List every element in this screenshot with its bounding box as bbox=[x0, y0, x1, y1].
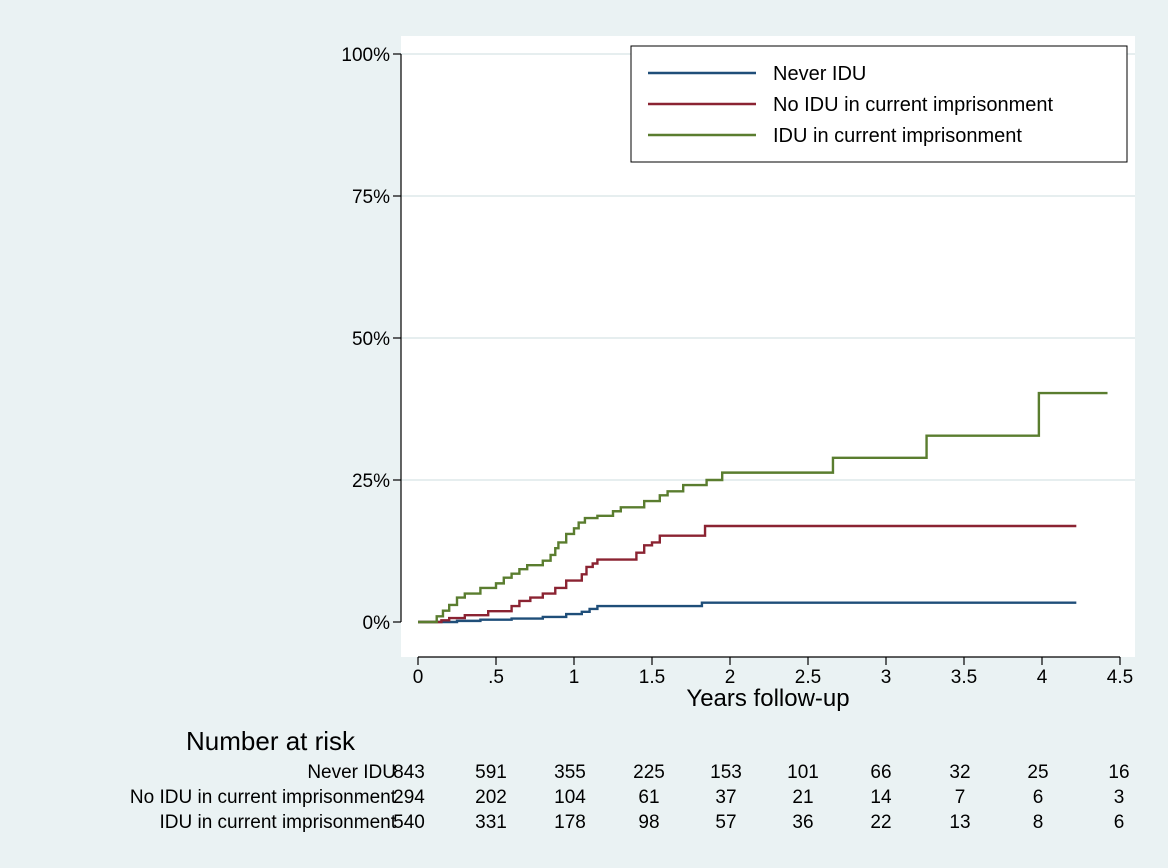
risk-value: 13 bbox=[949, 812, 970, 833]
axes: 0% 25% 50% 75% 100% 0 .5 1 1.5 2 2.5 3 3.5 4 4.5 bbox=[341, 45, 1133, 688]
risk-value: 202 bbox=[475, 787, 507, 808]
risk-value: 36 bbox=[792, 812, 813, 833]
risk-value: 22 bbox=[870, 812, 891, 833]
y-tick-label: 0% bbox=[363, 613, 391, 634]
risk-value: 57 bbox=[715, 812, 736, 833]
risk-value: 3 bbox=[1114, 787, 1125, 808]
y-tick-label: 50% bbox=[352, 329, 390, 350]
risk-value: 591 bbox=[475, 762, 507, 783]
series-group bbox=[418, 391, 1108, 624]
risk-value: 294 bbox=[393, 787, 425, 808]
risk-value: 331 bbox=[475, 812, 507, 833]
risk-value: 14 bbox=[870, 787, 892, 808]
risk-value: 98 bbox=[638, 812, 659, 833]
x-axis-label: Years follow-up bbox=[686, 685, 849, 712]
series-line-2 bbox=[418, 391, 1108, 624]
y-tick-label: 100% bbox=[341, 45, 390, 66]
risk-value: 101 bbox=[787, 762, 819, 783]
risk-value: 355 bbox=[554, 762, 586, 783]
risk-row-label-0: Never IDU bbox=[307, 762, 396, 783]
legend-label-1: No IDU in current imprisonment bbox=[773, 94, 1054, 116]
x-tick-label: 4.5 bbox=[1107, 667, 1133, 688]
risk-value: 104 bbox=[554, 787, 586, 808]
x-tick-label: 3.5 bbox=[951, 667, 977, 688]
legend: Never IDU No IDU in current imprisonment I… bbox=[630, 45, 1128, 163]
risk-value: 7 bbox=[955, 787, 966, 808]
y-tick-label: 25% bbox=[352, 471, 390, 492]
risk-value: 21 bbox=[792, 787, 813, 808]
risk-value: 225 bbox=[633, 762, 665, 783]
x-tick-label: 1.5 bbox=[639, 667, 665, 688]
legend-label-2: IDU in current imprisonment bbox=[773, 125, 1022, 147]
x-tick-label: 2 bbox=[725, 667, 736, 688]
series-line-0 bbox=[418, 601, 1077, 624]
risk-value: 66 bbox=[870, 762, 891, 783]
risk-value: 540 bbox=[393, 812, 425, 833]
risk-row-label-2: IDU in current imprisonment bbox=[159, 812, 396, 833]
risk-value: 37 bbox=[715, 787, 736, 808]
risk-value: 153 bbox=[710, 762, 742, 783]
y-tick-label: 75% bbox=[352, 187, 390, 208]
risk-value: 6 bbox=[1114, 812, 1125, 833]
x-tick-label: .5 bbox=[488, 667, 504, 688]
risk-row-label-1: No IDU in current imprisonment bbox=[130, 787, 397, 808]
x-tick-label: 2.5 bbox=[795, 667, 821, 688]
x-tick-label: 4 bbox=[1037, 667, 1048, 688]
legend-label-0: Never IDU bbox=[773, 63, 866, 85]
x-tick-label: 1 bbox=[569, 667, 580, 688]
risk-value: 843 bbox=[393, 762, 425, 783]
risk-table-title: Number at risk bbox=[186, 726, 356, 756]
risk-value: 16 bbox=[1108, 762, 1129, 783]
x-tick-label: 3 bbox=[881, 667, 892, 688]
risk-value: 25 bbox=[1027, 762, 1048, 783]
x-tick-label: 0 bbox=[413, 667, 424, 688]
risk-value: 61 bbox=[638, 787, 659, 808]
series-line-1 bbox=[418, 524, 1077, 624]
risk-value: 32 bbox=[949, 762, 970, 783]
risk-value: 6 bbox=[1033, 787, 1044, 808]
risk-value: 178 bbox=[554, 812, 586, 833]
risk-value: 8 bbox=[1033, 812, 1044, 833]
